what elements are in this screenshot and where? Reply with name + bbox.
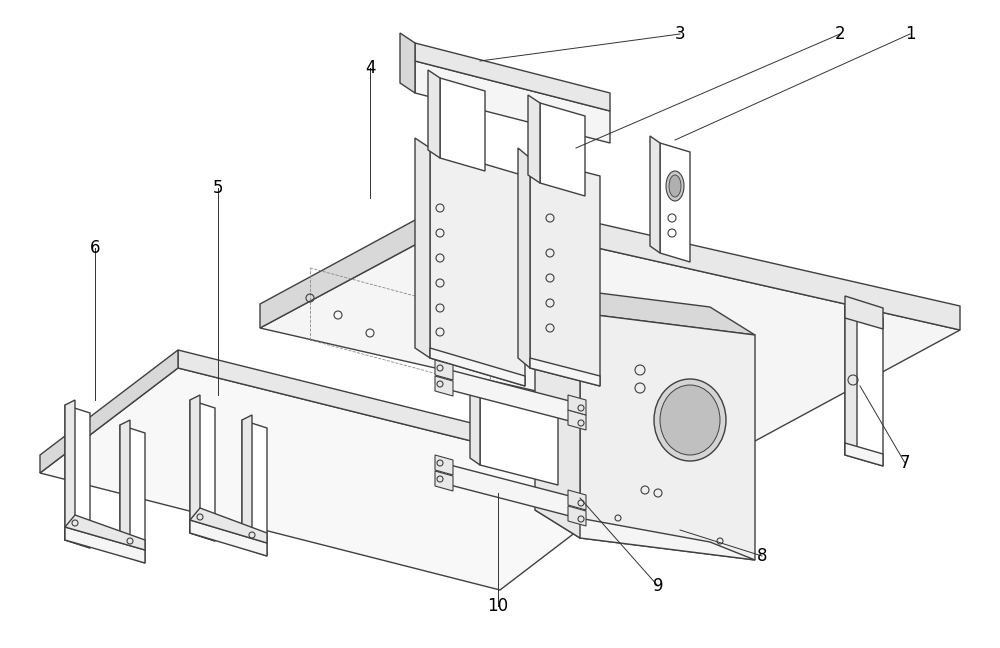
Polygon shape — [580, 313, 755, 560]
Polygon shape — [40, 350, 178, 473]
Polygon shape — [845, 306, 883, 466]
Polygon shape — [530, 158, 600, 386]
Polygon shape — [190, 400, 215, 541]
Polygon shape — [242, 415, 252, 548]
Polygon shape — [528, 95, 540, 183]
Text: 4: 4 — [365, 59, 375, 77]
Polygon shape — [568, 410, 586, 430]
Polygon shape — [415, 138, 430, 358]
Polygon shape — [190, 520, 267, 556]
Polygon shape — [568, 490, 586, 510]
Polygon shape — [435, 471, 453, 491]
Polygon shape — [65, 515, 145, 550]
Polygon shape — [535, 285, 580, 538]
Text: 6: 6 — [90, 239, 100, 257]
Polygon shape — [120, 425, 145, 563]
Polygon shape — [190, 395, 200, 533]
Polygon shape — [430, 148, 525, 386]
Text: 7: 7 — [900, 454, 910, 472]
Polygon shape — [530, 358, 600, 386]
Polygon shape — [178, 350, 640, 483]
Polygon shape — [650, 136, 660, 253]
Polygon shape — [435, 376, 453, 396]
Polygon shape — [450, 370, 585, 425]
Text: 5: 5 — [213, 179, 223, 197]
Ellipse shape — [654, 379, 726, 461]
Polygon shape — [435, 455, 453, 475]
Polygon shape — [242, 420, 267, 556]
Polygon shape — [430, 348, 525, 386]
Ellipse shape — [660, 385, 720, 455]
Polygon shape — [65, 400, 75, 540]
Text: 9: 9 — [653, 577, 663, 595]
Polygon shape — [438, 458, 450, 485]
Ellipse shape — [666, 171, 684, 201]
Polygon shape — [535, 510, 755, 560]
Polygon shape — [190, 508, 267, 543]
Polygon shape — [65, 405, 90, 548]
Polygon shape — [428, 70, 440, 158]
Polygon shape — [415, 43, 610, 111]
Polygon shape — [568, 395, 586, 415]
Polygon shape — [400, 33, 415, 93]
Text: 3: 3 — [675, 25, 685, 43]
Text: 8: 8 — [757, 547, 767, 565]
Polygon shape — [65, 527, 145, 563]
Polygon shape — [190, 523, 215, 541]
Polygon shape — [260, 193, 465, 328]
Polygon shape — [535, 285, 755, 335]
Polygon shape — [845, 443, 883, 466]
Polygon shape — [260, 218, 960, 441]
Text: 10: 10 — [487, 597, 509, 615]
Polygon shape — [470, 381, 480, 465]
Polygon shape — [415, 61, 610, 143]
Polygon shape — [465, 193, 960, 330]
Polygon shape — [40, 368, 640, 590]
Polygon shape — [120, 420, 130, 555]
Polygon shape — [65, 530, 90, 548]
Text: 1: 1 — [905, 25, 915, 43]
Text: 2: 2 — [835, 25, 845, 43]
Polygon shape — [438, 363, 450, 390]
Ellipse shape — [669, 175, 681, 197]
Polygon shape — [450, 465, 585, 520]
Polygon shape — [518, 148, 530, 368]
Polygon shape — [845, 296, 883, 329]
Polygon shape — [845, 300, 857, 455]
Polygon shape — [660, 143, 690, 262]
Polygon shape — [480, 388, 558, 485]
Polygon shape — [568, 506, 586, 526]
Polygon shape — [540, 103, 585, 196]
Polygon shape — [440, 78, 485, 171]
Polygon shape — [435, 360, 453, 380]
